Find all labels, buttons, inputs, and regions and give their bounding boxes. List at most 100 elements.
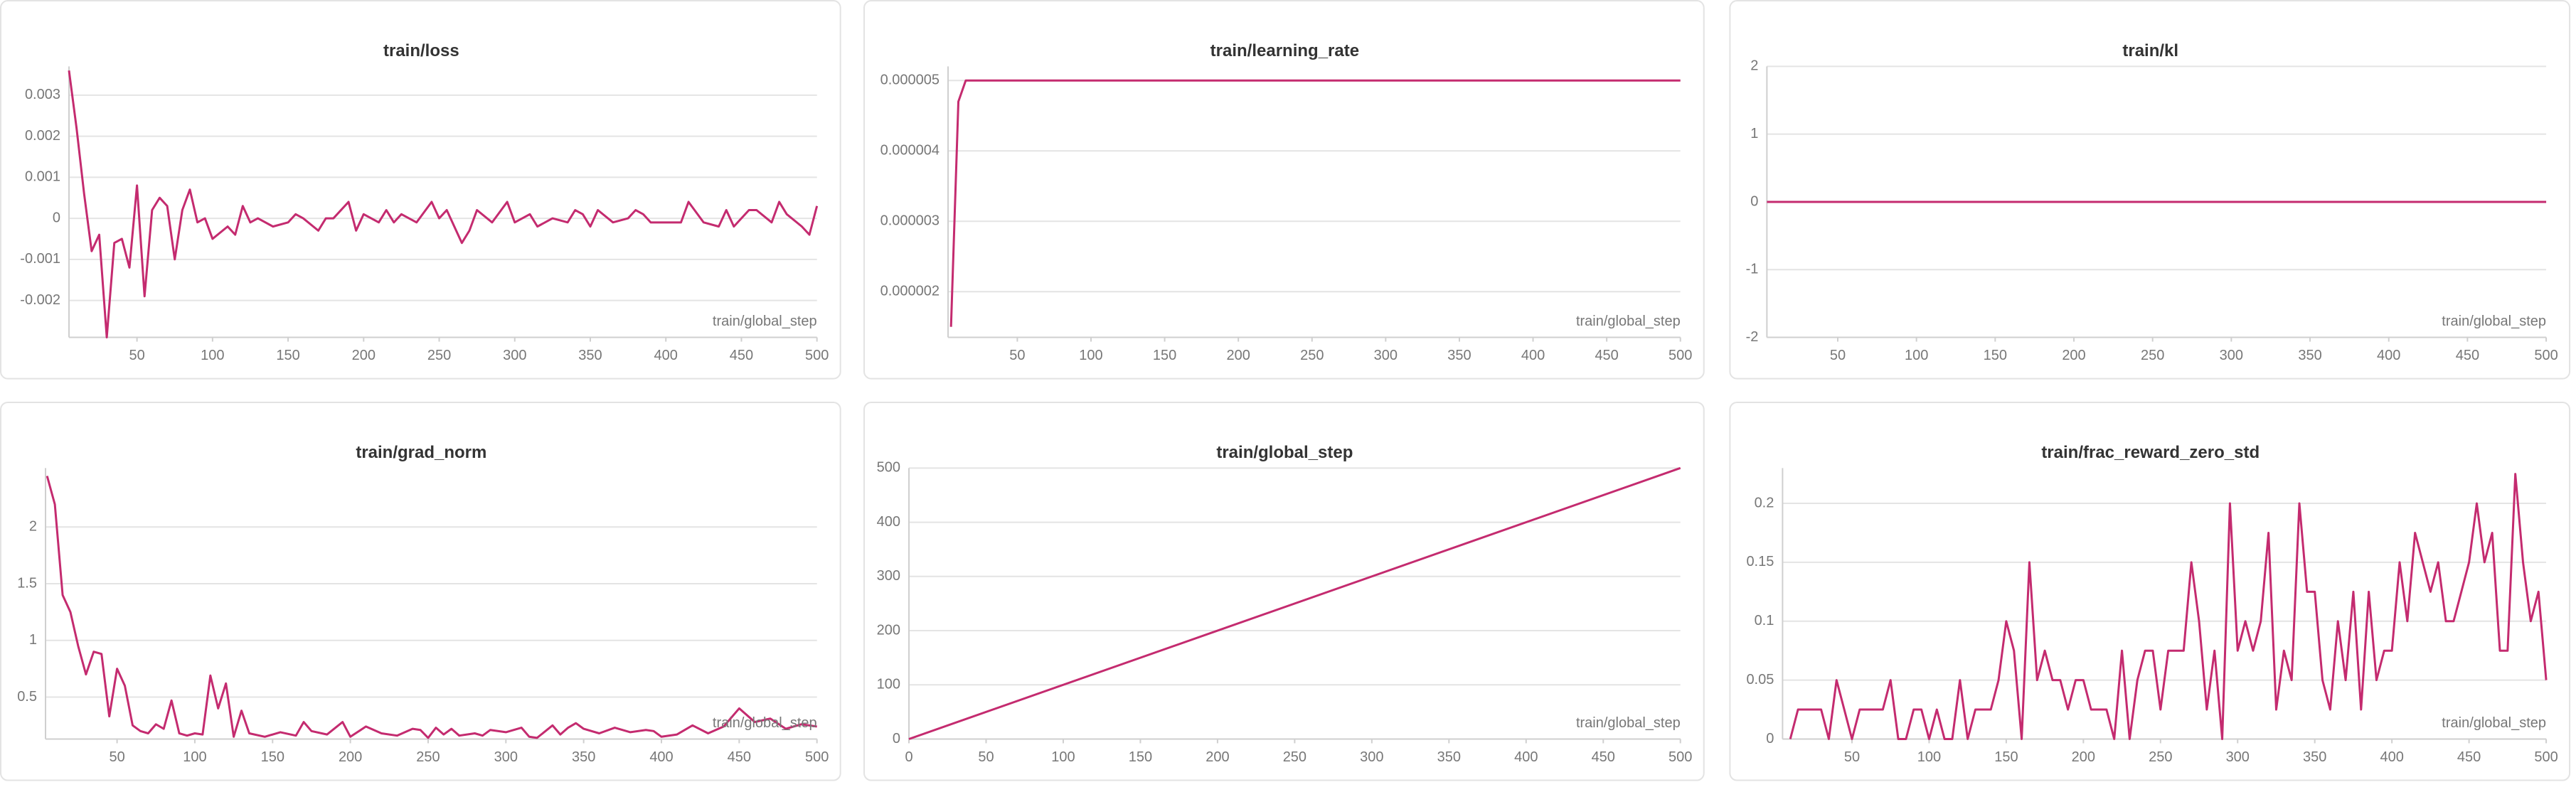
y-tick-label: 0.15 (1746, 554, 1774, 569)
x-tick-label: 300 (503, 348, 526, 363)
x-tick-label: 250 (2149, 749, 2172, 765)
x-tick-label: 450 (1595, 348, 1618, 363)
x-tick-label: 200 (2072, 749, 2095, 765)
panel (863, 0, 1705, 380)
x-tick-label: 400 (2380, 749, 2403, 765)
x-tick-label: 200 (1226, 348, 1250, 363)
x-tick-label: 500 (805, 348, 829, 363)
x-tick-label: 250 (416, 749, 440, 765)
x-tick-label: 300 (2220, 348, 2243, 363)
y-tick-label: 2 (1750, 58, 1758, 74)
x-tick-label: 200 (1205, 749, 1229, 765)
x-tick-label: 100 (183, 749, 206, 765)
y-tick-label: 0.000004 (880, 142, 940, 158)
x-tick-label: 50 (1830, 348, 1846, 363)
x-tick-label: 350 (2298, 348, 2321, 363)
x-tick-label: 150 (1994, 749, 2018, 765)
x-tick-label: 450 (2456, 348, 2479, 363)
x-axis-label: train/global_step (2442, 314, 2546, 329)
panel (1729, 0, 2571, 380)
chart-title: train/loss (383, 41, 459, 60)
series-line (1789, 473, 2548, 740)
x-tick-label: 500 (2534, 749, 2558, 765)
x-tick-label: 350 (578, 348, 602, 363)
y-tick-label: 1 (1750, 126, 1758, 141)
y-tick-label: -1 (1746, 262, 1759, 277)
x-tick-label: 100 (1905, 348, 1928, 363)
x-axis-label: train/global_step (2442, 715, 2546, 731)
y-tick-label: 0 (1750, 193, 1758, 209)
x-tick-label: 250 (427, 348, 451, 363)
x-tick-label: 300 (2226, 749, 2250, 765)
y-tick-label: 0.05 (1746, 672, 1774, 687)
y-tick-label: 1.5 (17, 575, 37, 591)
y-tick-label: 0.000002 (880, 283, 940, 299)
x-tick-label: 400 (1514, 749, 1538, 765)
y-tick-label: 0.5 (17, 689, 37, 705)
x-tick-label: 350 (1437, 749, 1461, 765)
y-tick-label: 2 (29, 519, 37, 535)
chart-title: train/grad_norm (356, 443, 486, 462)
x-tick-label: 400 (2377, 348, 2400, 363)
y-tick-label: 0 (53, 210, 60, 225)
x-tick-label: 200 (339, 749, 362, 765)
x-tick-label: 100 (1917, 749, 1941, 765)
y-tick-label: 400 (877, 514, 900, 530)
x-tick-label: 100 (201, 348, 224, 363)
x-tick-label: 50 (978, 749, 994, 765)
x-tick-label: 150 (1129, 749, 1152, 765)
x-tick-label: 500 (1668, 348, 1692, 363)
x-axis-label: train/global_step (1576, 314, 1681, 329)
x-tick-label: 500 (805, 749, 829, 765)
x-tick-label: 50 (109, 749, 124, 765)
x-tick-label: 300 (1374, 348, 1398, 363)
x-tick-label: 250 (1283, 749, 1306, 765)
x-axis-label: train/global_step (1576, 715, 1681, 731)
y-tick-label: 0 (893, 731, 900, 746)
y-tick-label: 100 (877, 677, 900, 692)
chart-title: train/global_step (1216, 443, 1353, 462)
series-line (46, 476, 817, 739)
x-axis-label: train/global_step (713, 314, 817, 329)
y-tick-label: 0.000003 (880, 213, 940, 228)
x-tick-label: 250 (2141, 348, 2164, 363)
x-tick-label: 100 (1051, 749, 1075, 765)
x-tick-label: 350 (2303, 749, 2326, 765)
x-tick-label: 50 (1844, 749, 1860, 765)
x-tick-label: 300 (494, 749, 518, 765)
y-tick-label: 0.2 (1755, 495, 1774, 510)
panel (0, 401, 841, 781)
y-tick-label: 200 (877, 622, 900, 638)
x-tick-label: 350 (572, 749, 595, 765)
x-tick-label: 300 (1360, 749, 1383, 765)
x-tick-label: 200 (2062, 348, 2085, 363)
x-tick-label: 50 (129, 348, 144, 363)
y-tick-label: 0.002 (25, 128, 60, 144)
x-tick-label: 450 (2457, 749, 2481, 765)
x-tick-label: 450 (730, 348, 753, 363)
series-line (908, 466, 1681, 740)
chart-title: train/frac_reward_zero_std (2041, 443, 2260, 462)
panel (863, 401, 1705, 781)
x-axis-label: train/global_step (713, 715, 817, 731)
x-tick-label: 150 (276, 348, 299, 363)
y-tick-label: 500 (877, 460, 900, 476)
y-tick-label: 0 (1766, 731, 1774, 746)
y-tick-label: 0.000005 (880, 72, 940, 87)
x-tick-label: 400 (1521, 348, 1545, 363)
x-tick-label: 150 (1984, 348, 2007, 363)
x-tick-label: 450 (728, 749, 751, 765)
series-line (949, 79, 1681, 327)
x-tick-label: 500 (1668, 749, 1692, 765)
x-tick-label: 500 (2534, 348, 2558, 363)
x-tick-label: 450 (1592, 749, 1615, 765)
y-tick-label: 0.001 (25, 169, 60, 185)
x-tick-label: 0 (905, 749, 912, 765)
y-tick-label: -2 (1746, 329, 1759, 345)
y-tick-label: -0.001 (20, 251, 60, 267)
x-tick-label: 200 (352, 348, 376, 363)
x-tick-label: 250 (1300, 348, 1324, 363)
x-tick-label: 400 (654, 348, 678, 363)
